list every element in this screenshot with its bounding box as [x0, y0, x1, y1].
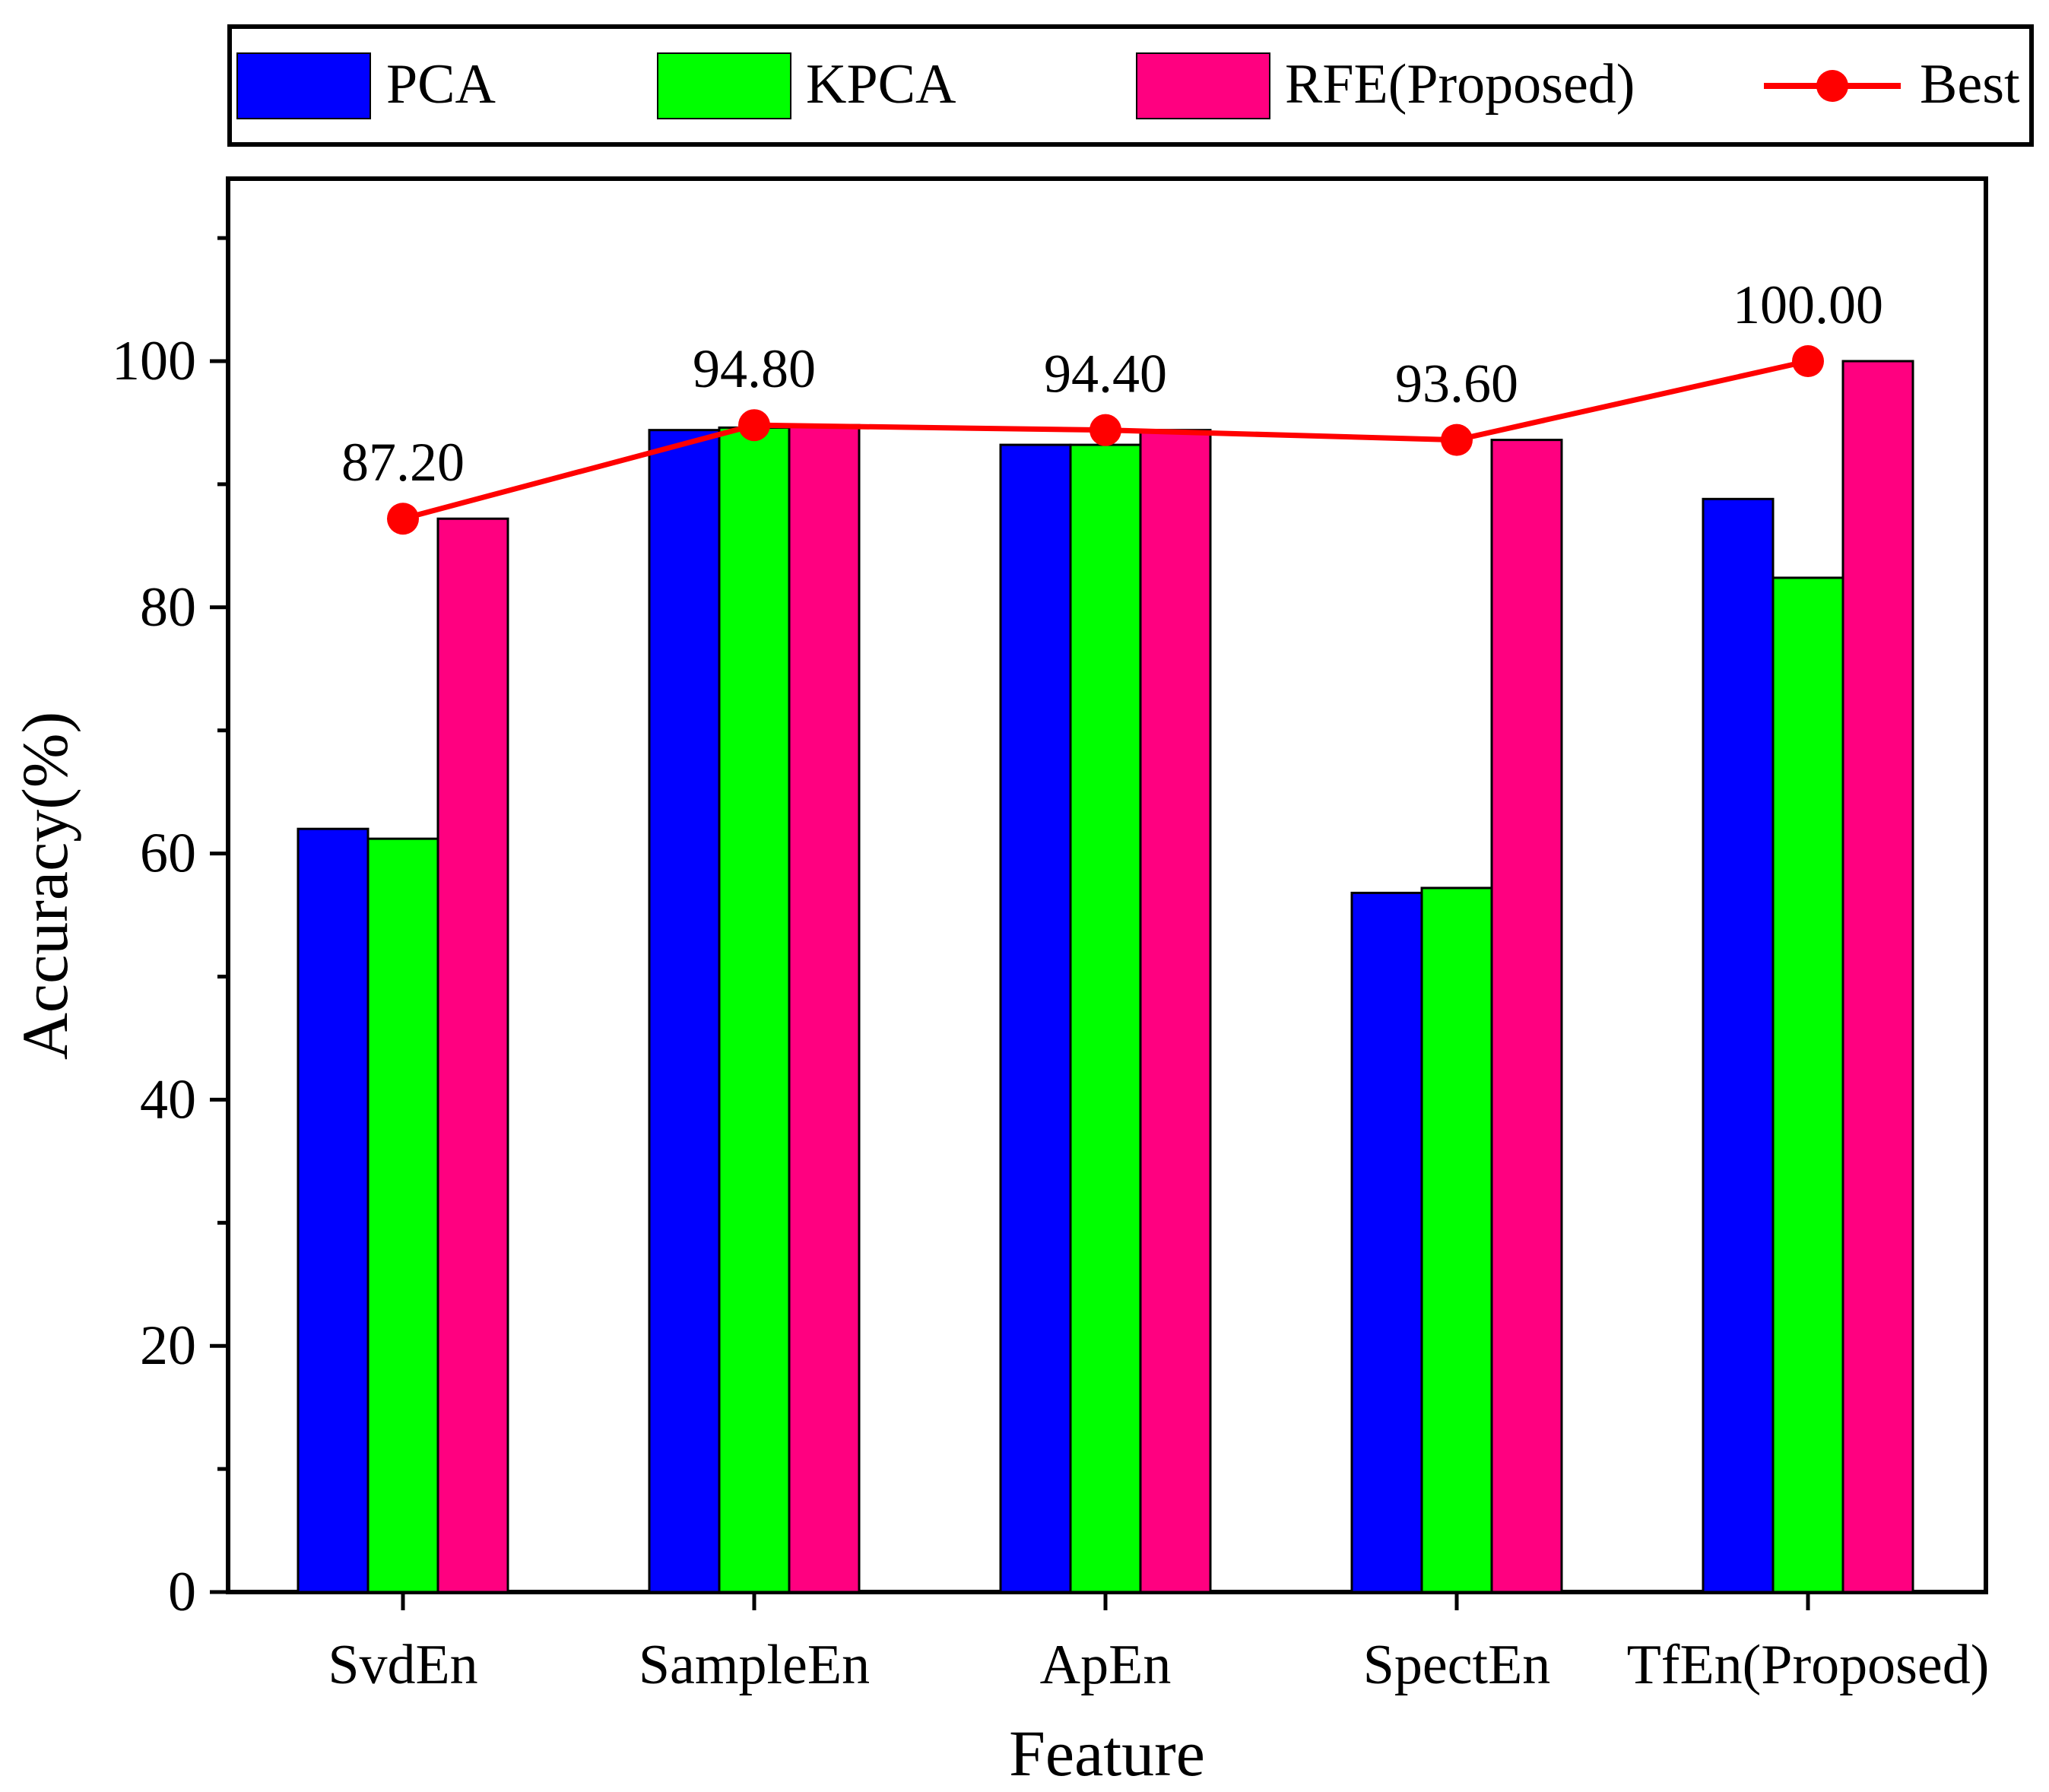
bar-pca-sampleen [648, 429, 721, 1594]
y-tick-label: 100 [112, 330, 196, 392]
bar-rfe-proposed-svden [436, 517, 509, 1594]
legend-swatch-kpca [657, 52, 791, 119]
x-tick-label: TfEn(Proposed) [1627, 1634, 1990, 1696]
bar-rfe-proposed-sampleen [788, 423, 861, 1594]
best-marker [387, 503, 419, 535]
legend-frame [227, 24, 2034, 147]
y-tick-label: 40 [140, 1068, 196, 1131]
legend-swatch-rfe [1136, 52, 1270, 119]
y-tick-label: 80 [140, 576, 196, 639]
bar-kpca-sampleen [718, 426, 791, 1594]
x-tick-label: SvdEn [328, 1634, 477, 1696]
x-tick-label: SpectEn [1363, 1634, 1551, 1696]
legend-marker-best [1816, 70, 1848, 102]
bar-pca-specten [1350, 891, 1423, 1594]
bar-kpca-svden [366, 837, 439, 1594]
bar-rfe-proposed-apen [1139, 429, 1212, 1594]
bar-kpca-specten [1420, 886, 1493, 1594]
x-tick-label: ApEn [1040, 1634, 1172, 1696]
best-data-label: 100.00 [1733, 274, 1883, 335]
y-tick-label: 20 [140, 1315, 196, 1377]
best-line-series: 87.20 94.80 94.40 93.60 100.00 [341, 274, 1883, 535]
legend: PCA KPCA RFE(Proposed) Best [227, 24, 2034, 147]
y-tick-label: 60 [140, 823, 196, 885]
legend-label-best: Best [1920, 53, 2020, 116]
best-marker [738, 409, 770, 442]
bar-rfe-proposed-specten [1490, 439, 1563, 1594]
bar-kpca-tfen-proposed [1771, 576, 1844, 1594]
best-data-label: 94.40 [1044, 344, 1167, 404]
legend-label-kpca: KPCA [806, 53, 956, 116]
legend-swatch-pca [236, 52, 371, 119]
legend-label-pca: PCA [386, 53, 496, 116]
bar-pca-apen [999, 443, 1072, 1594]
best-marker [1090, 414, 1121, 446]
x-tick-label: SampleEn [639, 1634, 870, 1696]
bar-kpca-apen [1069, 443, 1142, 1594]
best-data-label: 87.20 [341, 432, 465, 493]
best-data-label: 93.60 [1395, 354, 1518, 414]
best-data-label: 94.80 [693, 338, 816, 399]
bar-rfe-proposed-tfen-proposed [1841, 360, 1914, 1594]
bar-pca-svden [297, 827, 370, 1594]
best-marker [1792, 345, 1824, 377]
x-axis-title: Feature [1009, 1717, 1205, 1790]
y-tick-label: 0 [168, 1561, 196, 1623]
bars [297, 360, 1914, 1594]
y-axis: 0 20 40 60 80 100 [112, 236, 228, 1623]
bar-pca-tfen-proposed [1702, 497, 1775, 1594]
best-marker [1441, 423, 1473, 456]
legend-label-rfe: RFE(Proposed) [1285, 53, 1635, 116]
y-axis-title: Accuracy(%) [8, 712, 81, 1060]
x-axis: SvdEn SampleEn ApEn SpectEn TfEn(Proposed) [328, 1592, 1989, 1696]
